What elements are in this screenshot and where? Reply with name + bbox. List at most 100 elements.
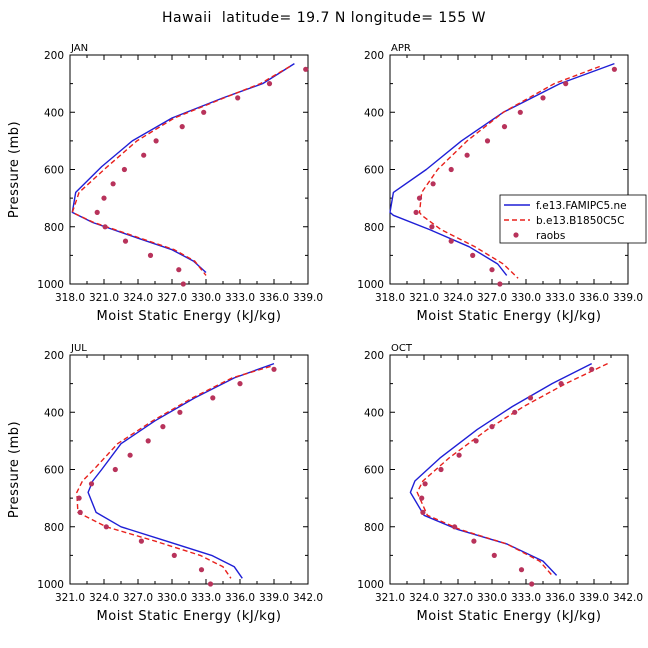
x-tick-label: 327.0: [157, 292, 187, 304]
x-tick-label: 339.0: [293, 292, 323, 304]
legend-label: f.e13.FAMIPC5.ne: [536, 200, 627, 212]
y-tick-label: 800: [364, 222, 384, 234]
x-tick-label: 327.0: [123, 592, 153, 604]
raobs-point: [611, 66, 618, 72]
series-line-famipc5: [409, 362, 593, 576]
raobs-point: [452, 524, 458, 530]
raobs-point: [198, 567, 205, 573]
raobs-point: [122, 238, 129, 244]
raobs-point: [121, 166, 127, 173]
raobs-point: [237, 381, 243, 387]
x-tick-label: 330.0: [511, 292, 541, 304]
raobs-point: [303, 66, 309, 72]
raobs-point: [438, 466, 444, 473]
raobs-point: [489, 424, 495, 430]
raobs-point: [266, 81, 273, 87]
raobs-point: [484, 138, 491, 144]
raobs-point: [112, 466, 118, 473]
x-tick-label: 321.0: [89, 292, 119, 304]
series-line-b1850c5c: [418, 65, 600, 279]
raobs-point: [470, 252, 476, 258]
legend-box: [499, 194, 647, 244]
x-axis-label: Moist Static Energy (kJ/kg): [417, 309, 602, 324]
y-tick-label: 400: [44, 407, 64, 419]
raobs-point: [138, 538, 144, 544]
raobs-point: [180, 281, 186, 287]
series-line-b1850c5c: [71, 65, 291, 276]
y-axis-label: Pressure (mb): [7, 421, 22, 518]
y-tick-label: 1000: [357, 579, 384, 591]
y-tick-label: 600: [364, 465, 384, 477]
y-tick-label: 1000: [357, 279, 384, 291]
legend-label: raobs: [536, 230, 565, 242]
plot-frame: [389, 354, 629, 585]
raobs-point: [456, 452, 462, 458]
x-tick-label: 330.0: [191, 292, 221, 304]
raobs-point: [207, 581, 214, 587]
plot-frame: [69, 354, 309, 585]
panel-title: OCT: [391, 343, 413, 354]
raobs-point: [448, 238, 454, 244]
raobs-point: [429, 224, 435, 230]
x-tick-label: 342.0: [613, 592, 643, 604]
y-tick-label: 800: [44, 222, 64, 234]
series-line-b1850c5c: [76, 365, 271, 579]
x-tick-label: 336.0: [579, 292, 609, 304]
raobs-point: [176, 267, 182, 273]
raobs-point: [101, 195, 107, 201]
raobs-point: [160, 424, 166, 430]
page-title: Hawaii latitude= 19.7 N longitude= 155 W: [162, 10, 486, 26]
raobs-point: [518, 567, 525, 573]
x-tick-label: 333.0: [545, 292, 575, 304]
raobs-point: [141, 152, 147, 158]
x-tick-label: 333.0: [225, 292, 255, 304]
plot-frame: [69, 54, 309, 285]
raobs-point: [77, 509, 83, 515]
x-tick-label: 330.0: [157, 592, 187, 604]
raobs-point: [145, 438, 151, 444]
x-axis-label: Moist Static Energy (kJ/kg): [97, 309, 282, 324]
x-tick-label: 324.0: [443, 292, 473, 304]
raobs-point: [416, 195, 423, 201]
y-tick-label: 600: [364, 165, 384, 177]
series-line-b1850c5c: [416, 362, 608, 576]
raobs-point: [473, 438, 479, 444]
x-tick-label: 333.0: [511, 592, 541, 604]
raobs-point: [76, 495, 82, 501]
panel-title: JUL: [70, 343, 87, 354]
raobs-point: [210, 395, 216, 401]
raobs-point: [589, 366, 595, 372]
y-tick-label: 400: [364, 107, 384, 119]
raobs-point: [420, 509, 426, 515]
panel-title: APR: [391, 43, 411, 54]
legend: f.e13.FAMIPC5.ne b.e13.B1850C5C raobs: [499, 194, 647, 244]
series-line-famipc5: [389, 62, 615, 276]
raobs-point: [177, 409, 183, 415]
x-tick-label: 336.0: [545, 592, 575, 604]
raobs-point: [413, 209, 419, 215]
raobs-point: [563, 81, 569, 87]
x-tick-label: 321.0: [375, 592, 405, 604]
x-tick-label: 339.0: [613, 292, 643, 304]
y-tick-label: 200: [364, 350, 384, 362]
x-tick-label: 342.0: [293, 592, 323, 604]
raobs-point: [491, 552, 497, 559]
raobs-point: [127, 452, 133, 458]
x-tick-label: 318.0: [375, 292, 405, 304]
x-tick-label: 321.0: [55, 592, 85, 604]
raobs-point: [102, 224, 108, 230]
x-tick-label: 318.0: [55, 292, 85, 304]
y-tick-label: 800: [364, 522, 384, 534]
y-tick-label: 200: [44, 350, 64, 362]
raobs-point: [497, 281, 503, 287]
panel-title: JAN: [70, 43, 88, 54]
y-tick-label: 600: [44, 465, 64, 477]
y-tick-label: 1000: [37, 579, 64, 591]
x-tick-label: 336.0: [259, 292, 289, 304]
raobs-point: [201, 109, 207, 115]
raobs-point: [558, 381, 564, 387]
x-tick-label: 339.0: [579, 592, 609, 604]
raobs-point: [529, 581, 535, 587]
